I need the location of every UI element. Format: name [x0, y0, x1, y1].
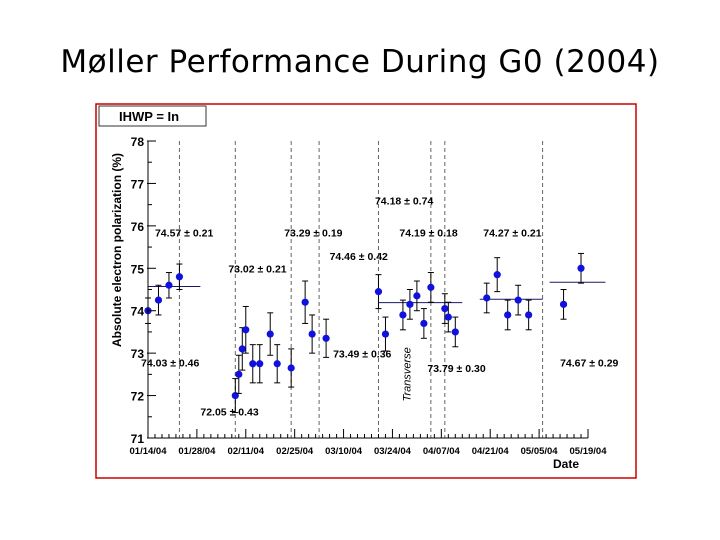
- chart-outer-frame: [95, 103, 637, 479]
- data-point: [406, 300, 414, 308]
- data-point: [441, 304, 449, 313]
- y-tick-label: 77: [131, 177, 145, 191]
- transverse-label: Transverse: [401, 347, 413, 401]
- y-tick-label: 78: [131, 135, 145, 149]
- data-point: [165, 281, 173, 289]
- ihwp-label: IHWP = In: [119, 109, 179, 124]
- x-axis-label: Date: [553, 457, 579, 471]
- data-point: [249, 360, 257, 368]
- x-tick-label: 03/24/04: [374, 446, 412, 457]
- data-point: [238, 345, 246, 353]
- y-tick-label: 75: [131, 262, 145, 276]
- x-tick-label: 04/21/04: [472, 446, 510, 457]
- data-point: [266, 330, 274, 338]
- data-point: [559, 300, 568, 308]
- data-point: [273, 360, 281, 368]
- data-point: [444, 313, 452, 321]
- data-point: [493, 271, 501, 279]
- data-point: [154, 296, 163, 304]
- y-axis-label: Absolute electron polarization (%): [110, 153, 124, 347]
- average-annotation: 73.29 ± 0.19: [284, 227, 342, 239]
- average-annotation: 73.79 ± 0.30: [427, 363, 485, 375]
- x-tick-label: 05/19/04: [570, 446, 608, 457]
- data-point: [374, 288, 383, 296]
- y-tick-label: 76: [131, 220, 145, 234]
- data-point: [514, 296, 522, 304]
- data-point: [242, 326, 250, 334]
- slide-title: Møller Performance During G0 (2004): [60, 44, 660, 80]
- data-point: [413, 292, 421, 300]
- average-annotation: 74.57 ± 0.21: [155, 227, 213, 239]
- x-tick-label: 03/10/04: [325, 446, 363, 457]
- data-point: [483, 294, 491, 302]
- x-tick-label: 02/25/04: [276, 446, 314, 457]
- data-point: [256, 360, 264, 368]
- x-tick-label: 04/07/04: [423, 446, 461, 457]
- y-tick-label: 71: [131, 432, 145, 446]
- average-annotation: 73.02 ± 0.21: [228, 264, 286, 276]
- data-point: [577, 264, 585, 272]
- average-annotation: 74.19 ± 0.18: [399, 227, 457, 239]
- average-annotation: 74.67 ± 0.29: [560, 358, 618, 370]
- average-annotation: 73.49 ± 0.36: [333, 348, 391, 360]
- data-point: [420, 319, 428, 328]
- ihwp-label-box: [98, 105, 207, 127]
- data-point: [451, 328, 459, 336]
- x-tick-label: 05/05/04: [521, 446, 559, 457]
- data-point: [427, 283, 435, 291]
- data-point: [308, 330, 316, 338]
- y-tick-label: 74: [131, 305, 145, 319]
- data-point: [381, 330, 390, 338]
- data-point: [504, 311, 512, 319]
- average-annotation: 74.03 ± 0.46: [141, 358, 199, 370]
- data-point: [287, 364, 295, 372]
- x-tick-label: 02/11/04: [228, 446, 265, 457]
- average-annotation: 72.05 ± 0.43: [200, 407, 258, 419]
- data-point: [399, 311, 407, 319]
- data-point: [301, 298, 309, 306]
- average-annotation: 74.27 ± 0.21: [483, 227, 541, 239]
- x-tick-label: 01/28/04: [178, 446, 216, 457]
- data-point: [322, 334, 330, 342]
- x-tick-label: 01/14/04: [130, 446, 168, 457]
- average-annotation: 74.18 ± 0.74: [375, 196, 433, 208]
- y-tick-label: 73: [131, 347, 145, 361]
- data-point: [525, 311, 533, 319]
- data-point: [235, 370, 243, 378]
- data-point: [175, 273, 184, 281]
- average-annotation: 74.46 ± 0.42: [330, 251, 388, 263]
- y-tick-label: 72: [131, 390, 145, 404]
